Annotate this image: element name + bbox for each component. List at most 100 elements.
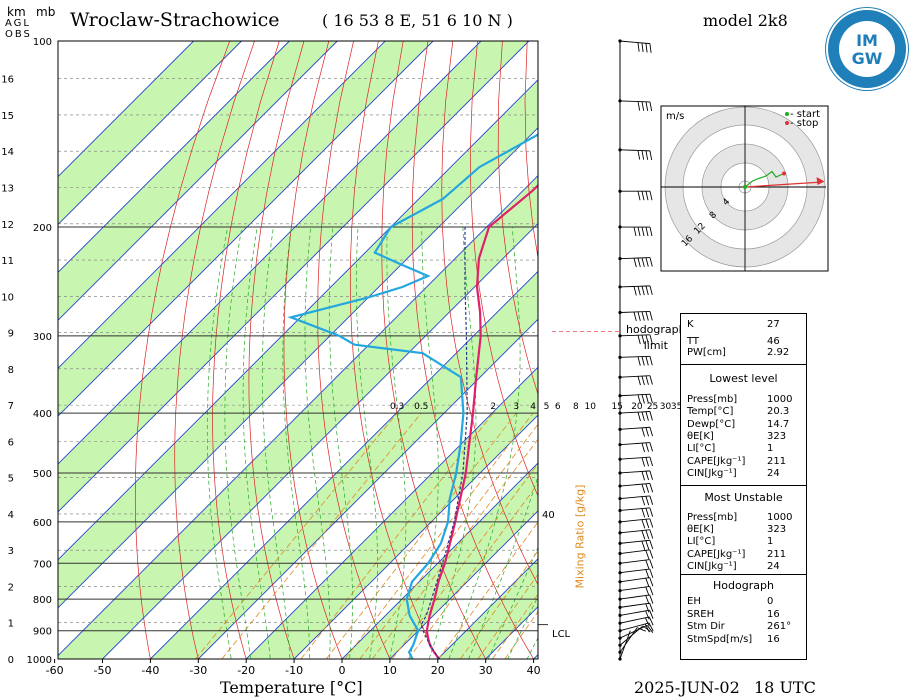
moist-adiabat — [242, 226, 271, 659]
wind-barb-staff — [619, 426, 650, 430]
wind-barb-flag — [641, 496, 646, 506]
station-title: Wroclaw-Strachowice — [70, 9, 280, 31]
wind-barb-flag — [641, 508, 646, 518]
imgw-logo: IM GW — [826, 8, 908, 90]
mixing-ratio-line — [460, 550, 538, 659]
hodograph-ring-label: 4 — [721, 197, 732, 208]
wind-barb-staff — [619, 355, 650, 358]
footer-date: 2025-JUN-02 — [634, 678, 740, 697]
plot-frame — [57, 40, 539, 660]
k-index-label: K — [687, 319, 694, 330]
wind-barb-flag — [649, 375, 653, 385]
indices-panel: K 27 TT 46 PW[cm] 2.92 Lowest level Pres… — [680, 313, 807, 660]
wind-barb-flag — [649, 495, 654, 505]
wind-barb-flag — [649, 470, 653, 480]
mixing-ratio-tick-label: 8 — [573, 402, 579, 412]
wind-barb-flag — [649, 427, 653, 437]
wind-barb-staff — [619, 518, 650, 523]
wind-barb-flag — [644, 623, 650, 633]
wind-barb-staff — [619, 334, 650, 337]
pressure-tick-label: 400 — [33, 409, 52, 420]
wind-barb-staff — [619, 602, 650, 608]
isotherm-line — [245, 366, 538, 659]
wind-barb-flag — [641, 101, 645, 111]
barb-point — [618, 588, 622, 593]
lowest-level-value-0: 1000 — [767, 394, 793, 405]
dry-adiabat — [874, 41, 910, 672]
mixing-ratio-tick-label: 0.3 — [390, 402, 404, 412]
wind-barb-staff — [619, 549, 650, 554]
hodograph-params-title: Hodograph — [713, 579, 774, 592]
wind-barb-staff — [619, 616, 650, 624]
wind-barb-flag — [641, 356, 645, 366]
lowest-level-value-4: 1 — [767, 443, 774, 455]
hodograph-param-label-2: Stm Dir — [687, 621, 725, 632]
wind-barb-flag — [645, 578, 650, 587]
moist-adiabat — [507, 595, 538, 659]
pressure-tick-label: 900 — [33, 627, 52, 638]
k-index-value: 27 — [767, 319, 780, 330]
barb-point — [618, 621, 622, 625]
pw-label: PW[cm] — [687, 347, 726, 358]
height-tick-label: 10 — [1, 292, 14, 303]
wind-barb-flag — [633, 226, 637, 237]
sounding-profiles — [287, 133, 538, 659]
moist-adiabat — [261, 226, 291, 659]
wind-barb-flag — [641, 443, 646, 453]
wind-barb-staff — [619, 622, 650, 632]
barb-point — [618, 531, 622, 535]
wind-barb-flag — [649, 603, 654, 612]
storm-motion-vector — [744, 181, 823, 188]
lowest-level-label-4: LI[°C] — [687, 443, 716, 455]
wind-barb-flag — [649, 101, 653, 112]
wind-barb-flag — [645, 257, 649, 267]
height-tick-label: 1 — [8, 619, 14, 630]
mixing-ratio-tick-label: 4 — [530, 402, 536, 412]
profile-parcel — [420, 227, 468, 659]
dry-adiabats — [134, 41, 910, 672]
mixing-ratio-lines — [195, 412, 538, 659]
lowest-level-label-6: CIN[Jkg⁻¹] — [687, 467, 737, 479]
wind-barb-flag — [641, 150, 645, 160]
hodograph-units: m/s — [666, 111, 685, 122]
moist-adiabat — [328, 226, 353, 659]
obs-label: OBS — [5, 29, 32, 40]
pressure-tick-label: 700 — [33, 559, 52, 570]
x-tick-label: -60 — [46, 664, 64, 677]
moist-adiabat — [356, 226, 378, 659]
height-tick-label: 8 — [8, 365, 14, 376]
mixing-ratio-tick-label: 3 — [513, 402, 519, 412]
isotherm-line — [58, 41, 386, 369]
wind-barb-staff — [619, 609, 650, 616]
dry-adiabat — [497, 41, 538, 396]
mixing-ratio-40: 40 — [542, 510, 555, 521]
wind-barb-flag — [645, 540, 650, 550]
mixing-ratio-tick-label: 30 — [660, 402, 672, 412]
wind-barb-flag — [641, 191, 645, 201]
wind-barb-flag — [649, 43, 652, 53]
wind-barb-flag — [641, 286, 645, 296]
station-coordinates: ( 16 53 8 E, 51 6 10 N ) — [322, 11, 513, 30]
wind-barb-flag — [649, 518, 654, 528]
pressure-tick-label: 600 — [33, 518, 52, 529]
x-tick-label: 30 — [479, 664, 493, 677]
wind-barb-flag — [637, 394, 641, 404]
wind-barb-flag — [637, 335, 641, 345]
wind-barb-flag — [645, 427, 649, 437]
wind-barb-flag — [649, 356, 653, 366]
legend-start-dot — [785, 112, 789, 116]
wind-barb-flag — [645, 603, 650, 613]
wind-barb-staff — [619, 411, 650, 414]
mixing-ratio-line — [492, 593, 538, 659]
x-tick-label: 40 — [527, 664, 541, 677]
hodograph-param-value-0: 0 — [767, 596, 774, 607]
footer-time: 18 UTC — [754, 678, 816, 697]
wind-barb-flag — [645, 595, 650, 605]
height-tick-label: 3 — [8, 546, 14, 557]
mixing-ratio-line — [359, 423, 538, 659]
mixing-ratio-line — [392, 463, 538, 659]
wind-barb-flag — [641, 411, 645, 421]
mixing-ratio-tick-label: 15 — [611, 402, 622, 412]
logo-text-top: IM — [856, 31, 878, 50]
wind-barb-staff — [619, 559, 650, 564]
